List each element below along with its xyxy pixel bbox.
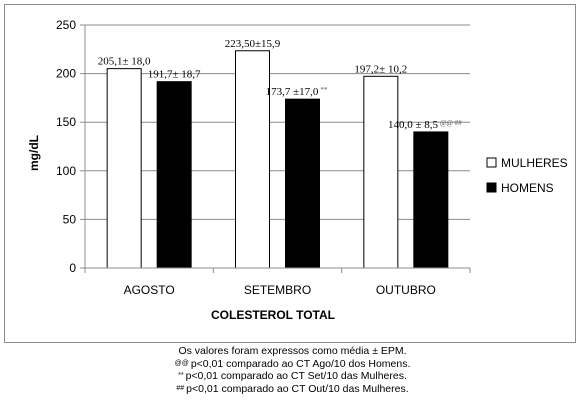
data-label-value: 205,1± 18,0 [98, 56, 151, 68]
bar-homens-agosto [156, 81, 192, 269]
data-label: 205,1± 18,0 [98, 56, 151, 68]
significance-marker: ** [320, 86, 328, 94]
data-label: 140,0 ± 8,5 @@ ## [388, 119, 462, 131]
legend-label-mulheres: MULHERES [501, 156, 568, 170]
x-tick-label: SETEMBRO [244, 283, 311, 297]
footnote-symbol: @@ [174, 359, 189, 367]
data-label-value: 223,50±15,9 [225, 38, 281, 50]
data-label-value: 191,7± 18,7 [148, 69, 201, 81]
data-label: 173,7 ±17,0 ** [266, 86, 328, 98]
bar-mulheres-agosto [106, 68, 142, 269]
footnote-ago-homens: @@ p<0,01 comparado ao CT Ago/10 dos Home… [0, 358, 585, 371]
footnote-text: p<0,01 comparado ao CT Ago/10 dos Homens… [190, 357, 411, 370]
x-tick-labels: AGOSTO SETEMBRO OUTUBRO [124, 283, 436, 297]
footnote-symbol: ## [176, 384, 185, 392]
footnote-text: p<0,01 comparado ao CT Set/10 das Mulher… [185, 370, 407, 382]
data-label-value: 140,0 ± 8,5 [388, 119, 439, 131]
footnote-set-mulheres: ** p<0,01 comparado ao CT Set/10 das Mulh… [0, 370, 585, 383]
data-label-value: 197,2± 10,2 [354, 63, 407, 75]
legend: MULHERES HOMENS [486, 156, 568, 195]
bars [106, 50, 449, 269]
y-tick-label: 100 [56, 164, 76, 178]
bar-mulheres-outubro [363, 75, 399, 269]
x-tick-label: AGOSTO [124, 283, 175, 297]
y-tick-label: 200 [56, 67, 76, 81]
legend-label-homens: HOMENS [501, 181, 554, 195]
x-axis-title: COLESTEROL TOTAL [211, 308, 335, 322]
footnotes: Os valores foram expressos como média ± … [0, 345, 585, 396]
gridlines [80, 24, 471, 273]
significance-marker: @@ ## [440, 119, 462, 127]
y-tick-label: 50 [63, 212, 77, 226]
y-tick-labels: 0 50 100 150 200 250 [56, 18, 76, 275]
bar-mulheres-setembro [235, 50, 270, 269]
y-tick-label: 0 [69, 261, 76, 275]
bar-homens-outubro [413, 131, 449, 269]
footnote-text: p<0,01 comparado ao CT Out/10 das Mulher… [186, 382, 409, 395]
data-label-value: 173,7 ±17,0 [266, 86, 319, 98]
data-label: 223,50±15,9 [225, 38, 281, 50]
bar-homens-setembro [285, 98, 320, 269]
legend-swatch-mulheres [486, 157, 497, 168]
legend-swatch-homens [486, 182, 497, 193]
y-tick-label: 250 [56, 18, 76, 32]
footnote-epm: Os valores foram expressos como média ± … [178, 345, 407, 357]
footnote-symbol: ** [178, 372, 184, 379]
footnote-out-mulheres: ## p<0,01 comparado ao CT Out/10 das Mulh… [0, 383, 585, 396]
y-tick-label: 150 [56, 115, 76, 129]
data-label: 197,2± 10,2 [354, 63, 407, 75]
chart-frame: 0 50 100 150 200 250 205,1± 18,0 191,7± 18,7 22… [4, 4, 576, 343]
y-axis-title: mg/dL [27, 135, 41, 171]
data-label: 191,7± 18,7 [148, 69, 201, 81]
x-tick-label: OUTUBRO [376, 283, 436, 297]
